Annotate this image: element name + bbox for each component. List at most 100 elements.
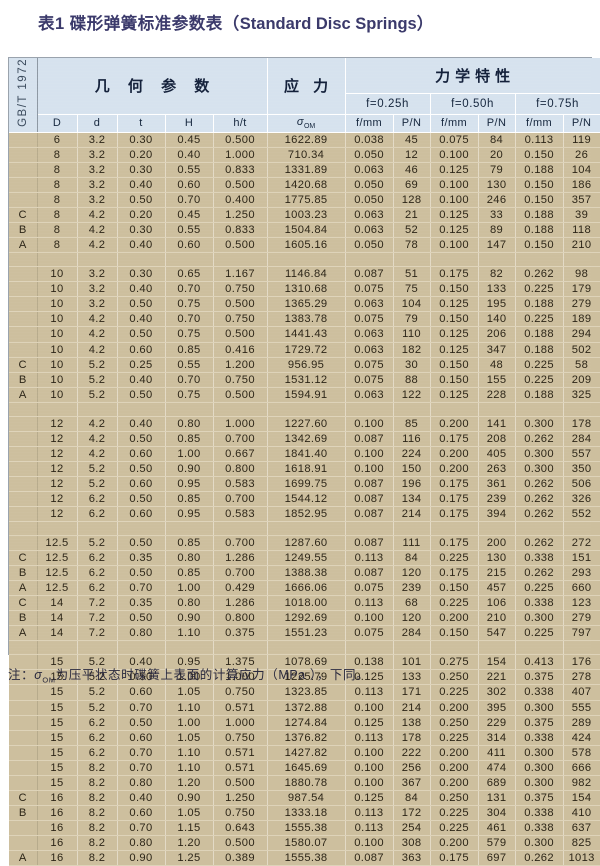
- cell-f1: 0.087: [345, 266, 394, 283]
- cell-d: 8.2: [77, 805, 118, 821]
- table-row: C 16 8.2 0.40 0.90 1.250 987.54 0.125 84 0.250 131…: [9, 790, 600, 806]
- cell-t: 0.20: [117, 147, 166, 164]
- cell-f1: 0.100: [345, 760, 394, 776]
- cell-f3: 0.188: [515, 222, 564, 239]
- cell-p3: 637: [563, 820, 600, 836]
- spacer-cell: [393, 252, 431, 268]
- cell-H: 0.60: [165, 177, 214, 194]
- cell-f2: 0.225: [430, 595, 479, 612]
- cell-p3: 578: [563, 745, 600, 761]
- page-title-close: ）: [416, 15, 434, 33]
- cell-p1: 12: [393, 147, 431, 164]
- table-header: GB/T 1972 几 何 参 数 应 力 力学特性 重 量 Kg/1000 f…: [9, 58, 600, 133]
- column-header-f1: f/mm: [345, 114, 394, 133]
- cell-f1: 0.075: [345, 357, 394, 373]
- cell-series: A: [9, 387, 38, 403]
- cell-p1: 224: [393, 446, 431, 462]
- cell-f2: 0.100: [430, 177, 479, 194]
- cell-p3: 825: [563, 835, 600, 851]
- table-row: 10 4.2 0.60 0.85 0.416 1729.72 0.063 182 0.125 34…: [9, 342, 600, 358]
- column-header-p1: P/N: [393, 114, 431, 133]
- cell-D: 10: [37, 342, 78, 358]
- cell-p1: 222: [393, 745, 431, 761]
- spacer-cell: [345, 521, 394, 537]
- cell-sigma: 1605.16: [267, 237, 346, 254]
- column-header-D: D: [37, 114, 78, 133]
- cell-p2: 141: [478, 416, 516, 432]
- disc-spring-parameter-table: GB/T 1972 几 何 参 数 应 力 力学特性 重 量 Kg/1000 f…: [8, 57, 600, 866]
- cell-f2: 0.125: [430, 326, 479, 343]
- spacer-cell: [165, 252, 214, 268]
- cell-H: 0.85: [165, 565, 214, 582]
- cell-p2: 394: [478, 506, 516, 523]
- cell-series: [9, 132, 38, 148]
- cell-p1: 52: [393, 222, 431, 239]
- cell-h_t: 0.643: [213, 820, 268, 836]
- cell-d: 5.2: [77, 700, 118, 716]
- cell-p3: 506: [563, 476, 600, 492]
- cell-f3: 0.300: [515, 700, 564, 716]
- spacer-cell: [393, 640, 431, 656]
- cell-t: 0.35: [117, 595, 166, 612]
- cell-f1: 0.113: [345, 684, 394, 701]
- cell-f2: 0.150: [430, 625, 479, 642]
- cell-f2: 0.200: [430, 775, 479, 791]
- cell-f1: 0.087: [345, 535, 394, 552]
- cell-d: 4.2: [77, 222, 118, 239]
- cell-series: B: [9, 222, 38, 239]
- cell-h_t: 0.750: [213, 311, 268, 328]
- cell-h_t: 0.750: [213, 805, 268, 821]
- cell-p2: 20: [478, 147, 516, 164]
- cell-p2: 304: [478, 805, 516, 821]
- table-row: 15 5.2 0.60 1.05 0.750 1323.85 0.113 171 0.225 30…: [9, 684, 600, 701]
- cell-h_t: 0.800: [213, 461, 268, 477]
- cell-sigma: 1699.75: [267, 476, 346, 492]
- cell-p3: 502: [563, 342, 600, 358]
- table-row: 15 5.2 0.40 0.95 1.375 1078.69 0.138 101 0.275 15…: [9, 654, 600, 671]
- footnote-sigma-subscript: OM: [42, 675, 56, 685]
- cell-p1: 120: [393, 565, 431, 582]
- cell-D: 10: [37, 387, 78, 403]
- cell-f1: 0.075: [345, 311, 394, 328]
- cell-sigma: 1555.38: [267, 820, 346, 836]
- cell-d: 8.2: [77, 820, 118, 836]
- cell-p2: 461: [478, 820, 516, 836]
- cell-f1: 0.063: [345, 326, 394, 343]
- cell-d: 4.2: [77, 326, 118, 343]
- cell-D: 12: [37, 491, 78, 507]
- cell-t: 0.60: [117, 506, 166, 523]
- cell-p1: 284: [393, 625, 431, 642]
- spacer-cell: [9, 402, 38, 417]
- cell-t: 0.50: [117, 387, 166, 403]
- cell-p1: 308: [393, 835, 431, 851]
- cell-H: 0.90: [165, 610, 214, 627]
- cell-p1: 182: [393, 342, 431, 358]
- cell-H: 1.00: [165, 446, 214, 462]
- cell-f2: 0.125: [430, 222, 479, 239]
- condition-header-f025h: f=0.25h: [345, 93, 431, 115]
- cell-t: 0.30: [117, 132, 166, 148]
- spacer-cell: [267, 252, 346, 268]
- spacer-cell: [37, 521, 78, 537]
- cell-f1: 0.063: [345, 222, 394, 239]
- cell-f1: 0.100: [345, 700, 394, 716]
- cell-p3: 293: [563, 565, 600, 582]
- spacer-cell: [478, 252, 516, 268]
- cell-f2: 0.225: [430, 805, 479, 821]
- spacer-cell: [213, 521, 268, 537]
- cell-D: 8: [37, 207, 78, 224]
- spacer-cell: [563, 521, 600, 537]
- cell-D: 14: [37, 595, 78, 612]
- cell-series: C: [9, 595, 38, 612]
- cell-f2: 0.200: [430, 700, 479, 716]
- cell-t: 0.70: [117, 580, 166, 597]
- cell-f2: 0.125: [430, 207, 479, 224]
- cell-sigma: 1622.89: [267, 132, 346, 148]
- cell-p3: 154: [563, 790, 600, 806]
- cell-h_t: 0.500: [213, 835, 268, 851]
- group-header-stress: 应 力: [267, 58, 346, 115]
- cell-p2: 215: [478, 565, 516, 582]
- cell-f3: 0.225: [515, 281, 564, 298]
- cell-h_t: 0.750: [213, 372, 268, 388]
- spacer-cell: [117, 402, 166, 417]
